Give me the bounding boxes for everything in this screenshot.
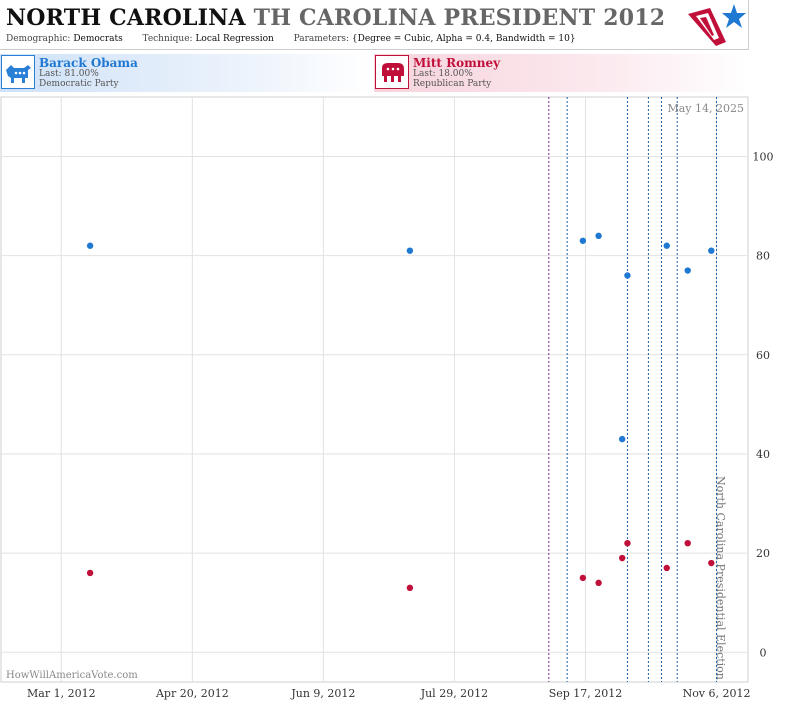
candidate-name: Mitt Romney [413, 56, 501, 70]
chart-title: NORTH CAROLINA TH CAROLINA PRESIDENT 201… [6, 5, 665, 31]
data-point [579, 237, 587, 244]
candidate-party: Democratic Party [39, 79, 119, 89]
parameters-label: Parameters: [293, 34, 350, 44]
data-point [663, 564, 670, 572]
flag-star-logo-icon [688, 4, 746, 46]
candidate-obama: Barack Obama Last: 81.00% Democratic Par… [0, 54, 372, 92]
demographic-value: Democrats [73, 34, 123, 44]
technique-label: Technique: [142, 34, 193, 44]
data-point [684, 267, 691, 274]
data-point [86, 569, 94, 577]
data-point [595, 232, 602, 240]
y-tick-label: 40 [756, 448, 770, 461]
data-point [684, 539, 691, 547]
donkey-icon [1, 55, 35, 89]
election-label: North Carolina Presidential Election [714, 476, 727, 680]
y-tick-label: 20 [756, 547, 770, 560]
data-point [406, 584, 414, 592]
plot-frame [0, 96, 749, 683]
data-point [624, 539, 631, 547]
x-tick-label: Mar 1, 2012 [27, 687, 96, 700]
chart-header: NORTH CAROLINA TH CAROLINA PRESIDENT 201… [0, 0, 749, 50]
date-stamp: May 14, 2025 [667, 102, 744, 115]
watermark: HowWillAmericaVote.com [6, 670, 138, 681]
candidate-party: Republican Party [413, 79, 492, 89]
candidate-name: Barack Obama [39, 56, 138, 70]
data-point [86, 242, 94, 249]
grid-lines [1, 97, 748, 682]
parameters-line: Demographic: Democrats Technique: Local … [6, 34, 576, 44]
y-tick-label: 80 [756, 250, 770, 263]
event-lines [548, 97, 718, 682]
candidate-romney: Mitt Romney Last: 18.00% Republican Part… [374, 54, 749, 92]
data-point [708, 247, 715, 254]
x-tick-label: Nov 6, 2012 [683, 687, 751, 700]
x-tick-label: Jun 9, 2012 [290, 687, 355, 700]
data-point [406, 247, 414, 254]
x-axis-ticks: Mar 1, 2012 Apr 20, 2012 Jun 9, 2012 Jul 29… [27, 687, 751, 700]
candidate-last-value: Last: 18.00% [413, 69, 473, 79]
y-tick-label: 100 [753, 150, 774, 163]
x-tick-label: Apr 20, 2012 [155, 687, 229, 700]
elephant-icon [375, 55, 409, 89]
data-point [708, 559, 715, 567]
y-tick-label: 0 [760, 646, 767, 659]
title-race: TH CAROLINA PRESIDENT 2012 [253, 5, 666, 31]
technique-value: Local Regression [195, 34, 274, 44]
y-axis-ticks: 0 20 40 60 80 100 [753, 150, 774, 659]
title-state: NORTH CAROLINA [6, 5, 246, 31]
parameters-value: {Degree = Cubic, Alpha = 0.4, Bandwidth … [351, 34, 576, 44]
x-tick-label: Sep 17, 2012 [549, 687, 623, 700]
data-point [624, 272, 631, 279]
data-points [86, 232, 715, 592]
data-point [663, 242, 670, 249]
data-point [618, 435, 626, 443]
demographic-label: Demographic: [6, 34, 71, 44]
x-tick-label: Jul 29, 2012 [420, 687, 489, 700]
y-tick-label: 60 [756, 349, 770, 362]
data-point [618, 554, 626, 562]
data-point [579, 574, 587, 582]
data-point [595, 579, 602, 587]
candidate-last-value: Last: 81.00% [39, 69, 99, 79]
